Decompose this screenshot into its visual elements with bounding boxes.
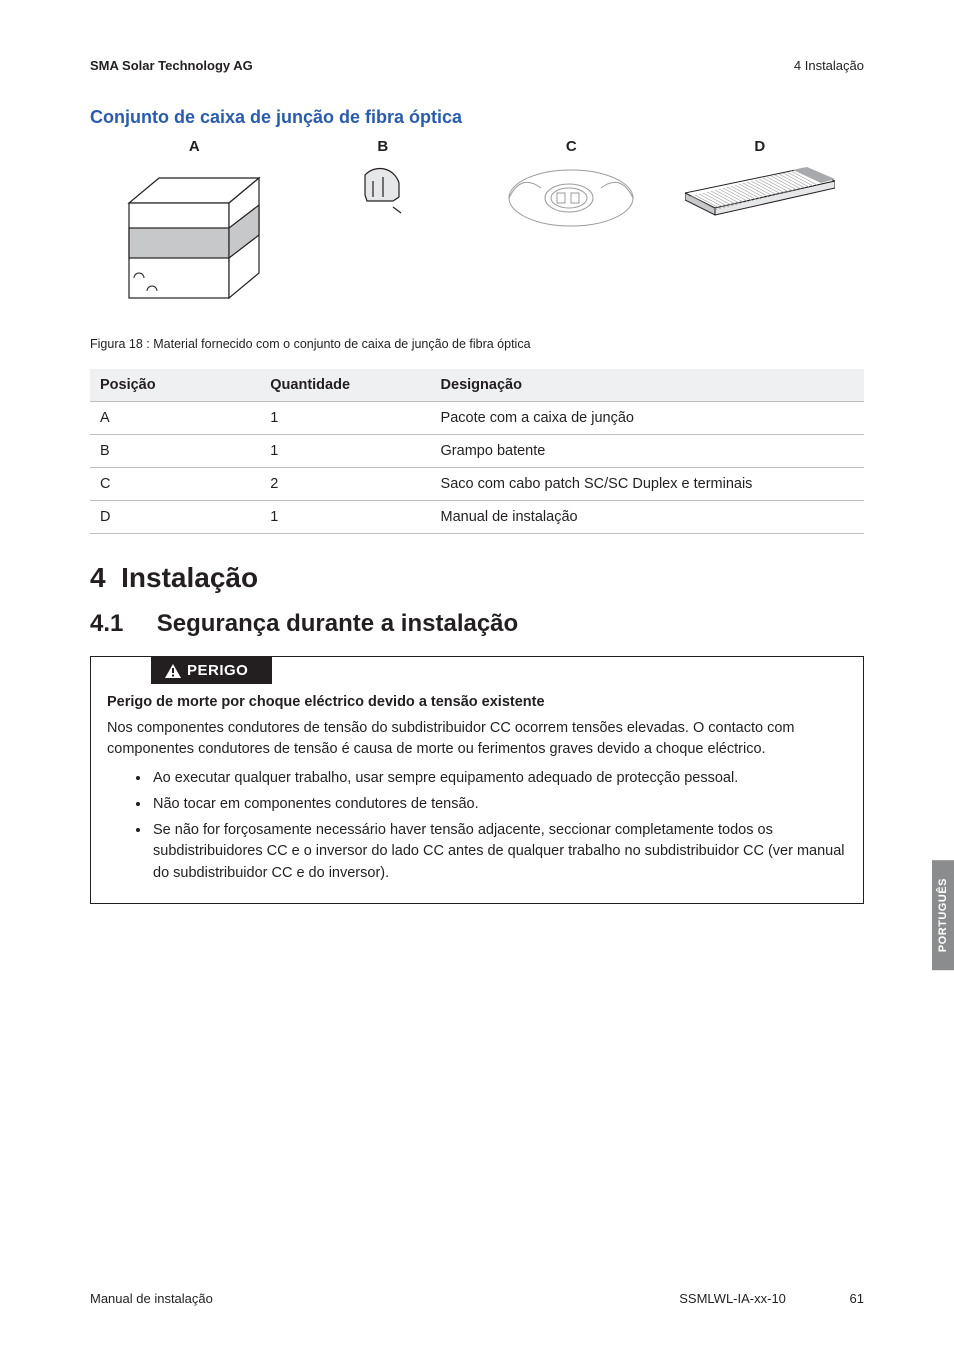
section-title: Segurança durante a instalação [157, 610, 518, 637]
footer-doc-id: SSMLWL-IA-xx-10 [679, 1291, 786, 1306]
header-right: 4 Instalação [794, 58, 864, 73]
danger-subtitle: Perigo de morte por choque eléctrico dev… [107, 694, 847, 710]
table-header-designacao: Designação [431, 369, 864, 402]
figure-image-b [353, 163, 413, 323]
page-footer: Manual de instalação SSMLWL-IA-xx-10 61 [90, 1291, 864, 1306]
language-side-tab: PORTUGUÊS [932, 860, 954, 970]
danger-bullet: Não tocar em componentes condutores de t… [151, 794, 847, 816]
figure-caption: Figura 18 : Material fornecido com o con… [90, 337, 864, 351]
figure-col-b: B [289, 138, 478, 323]
table-cell: Grampo batente [431, 435, 864, 468]
table-cell: 2 [260, 468, 430, 501]
danger-warning-header: PERIGO [151, 657, 272, 684]
figure-label-c: C [566, 138, 577, 155]
figure-section-title: Conjunto de caixa de junção de fibra ópt… [90, 107, 864, 128]
figure-image-d [685, 163, 835, 323]
table-cell: 1 [260, 501, 430, 534]
table-cell: D [90, 501, 260, 534]
table-cell: 1 [260, 435, 430, 468]
table-header-quantidade: Quantidade [260, 369, 430, 402]
table-cell: A [90, 402, 260, 435]
figure-label-a: A [189, 138, 200, 155]
warning-triangle-icon [165, 664, 181, 678]
table-row: A 1 Pacote com a caixa de junção [90, 402, 864, 435]
figure-label-b: B [377, 138, 388, 155]
chapter-heading: 4 Instalação [90, 562, 864, 594]
footer-left: Manual de instalação [90, 1291, 213, 1306]
header-left: SMA Solar Technology AG [90, 58, 253, 73]
figure-col-c: C [477, 138, 666, 323]
table-header-posicao: Posição [90, 369, 260, 402]
figure-row: A B [90, 138, 864, 323]
table-cell: Manual de instalação [431, 501, 864, 534]
table-cell: 1 [260, 402, 430, 435]
table-row: B 1 Grampo batente [90, 435, 864, 468]
danger-bullet: Ao executar qualquer trabalho, usar semp… [151, 768, 847, 790]
danger-warning-box: PERIGO Perigo de morte por choque eléctr… [90, 656, 864, 904]
footer-page-number: 61 [850, 1291, 864, 1306]
scope-table: Posição Quantidade Designação A 1 Pacote… [90, 369, 864, 534]
figure-col-d: D [666, 138, 855, 323]
page-header: SMA Solar Technology AG 4 Instalação [90, 58, 864, 73]
figure-col-a: A [100, 138, 289, 323]
danger-body: Perigo de morte por choque eléctrico dev… [91, 684, 863, 903]
danger-paragraph: Nos componentes condutores de tensão do … [107, 718, 847, 760]
table-cell: C [90, 468, 260, 501]
danger-bullet: Se não for forçosamente necessário haver… [151, 820, 847, 885]
section-heading: 4.1 Segurança durante a instalação [90, 610, 864, 638]
danger-bullet-list: Ao executar qualquer trabalho, usar semp… [107, 768, 847, 885]
section-number: 4.1 [90, 610, 123, 637]
chapter-number: 4 [90, 562, 106, 593]
figure-label-d: D [754, 138, 765, 155]
chapter-title: Instalação [121, 562, 258, 593]
figure-image-a [119, 163, 269, 323]
table-row: C 2 Saco com cabo patch SC/SC Duplex e t… [90, 468, 864, 501]
table-cell: Saco com cabo patch SC/SC Duplex e termi… [431, 468, 864, 501]
danger-label: PERIGO [187, 662, 248, 679]
table-cell: Pacote com a caixa de junção [431, 402, 864, 435]
figure-image-c [501, 163, 641, 323]
table-cell: B [90, 435, 260, 468]
table-row: D 1 Manual de instalação [90, 501, 864, 534]
